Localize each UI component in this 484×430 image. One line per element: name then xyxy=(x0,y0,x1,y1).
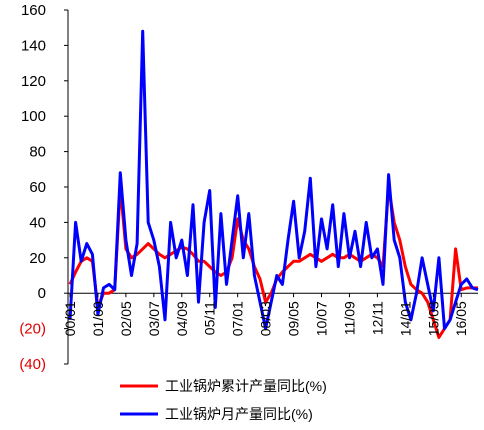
x-tick-label: 09/05 xyxy=(286,301,302,336)
series-line xyxy=(68,29,479,331)
legend-label: 工业锅炉累计产量同比(%) xyxy=(165,378,327,394)
x-tick-label: 14/01 xyxy=(397,301,413,336)
y-tick-label: 80 xyxy=(29,144,46,161)
y-tick-label: 0 xyxy=(38,285,46,302)
x-tick-label: 05/11 xyxy=(202,301,218,335)
x-tick-label: 10/07 xyxy=(314,301,330,336)
x-tick-label: 11/09 xyxy=(341,301,357,335)
x-tick-label: 01/09 xyxy=(90,301,106,336)
y-tick-label: 60 xyxy=(29,179,46,196)
x-tick-label: 04/09 xyxy=(174,301,190,336)
x-tick-label: 08/03 xyxy=(258,301,274,336)
y-tick-label: 20 xyxy=(29,250,46,267)
x-tick-label: 00/01 xyxy=(62,301,78,336)
x-tick-label: 16/05 xyxy=(453,301,469,336)
x-tick-label: 07/01 xyxy=(230,301,246,336)
y-tick-label: 40 xyxy=(29,214,46,231)
x-tick-label: 02/05 xyxy=(118,301,134,336)
y-tick-label: 120 xyxy=(21,73,46,90)
y-tick-label: 160 xyxy=(21,2,46,19)
legend-label: 工业锅炉月产量同比(%) xyxy=(165,406,313,422)
y-tick-label: 140 xyxy=(21,37,46,54)
y-tick-label: (40) xyxy=(19,356,46,373)
x-tick-label: 03/07 xyxy=(146,301,162,336)
x-tick-label: 15/03 xyxy=(425,301,441,336)
y-tick-label: 100 xyxy=(21,108,46,125)
x-tick-label: 12/11 xyxy=(369,301,385,335)
y-tick-label: (20) xyxy=(19,321,46,338)
